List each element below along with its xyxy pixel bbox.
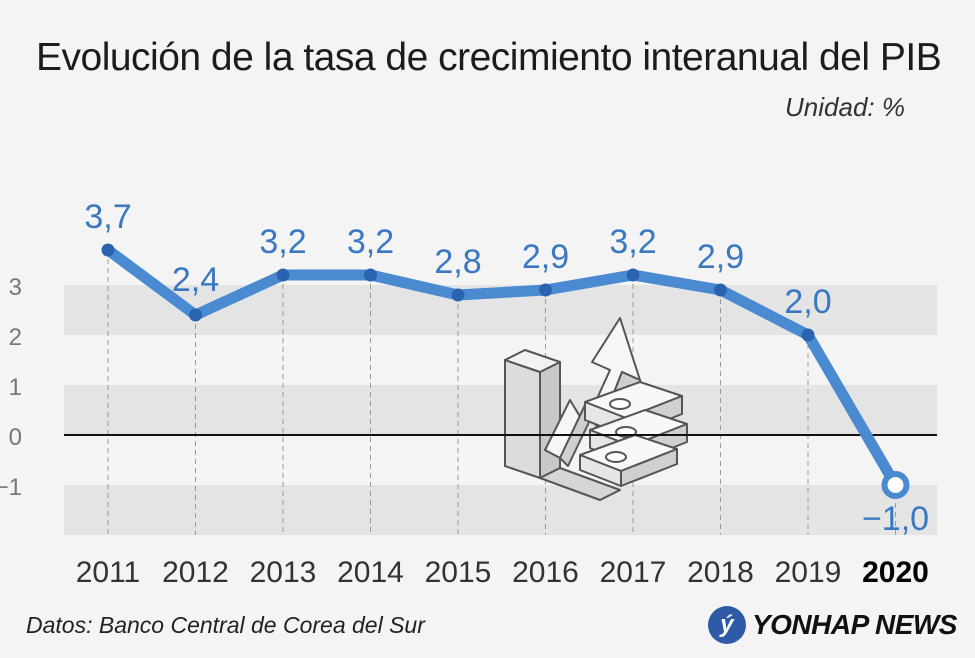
data-label: 2,9 xyxy=(522,238,569,276)
data-points xyxy=(101,243,910,499)
data-label: 3,2 xyxy=(609,223,656,261)
data-labels: 3,7 2,4 3,2 3,2 2,8 2,9 3,2 2,9 2,0 −1,0 xyxy=(84,198,929,538)
data-label: 2,9 xyxy=(697,238,744,276)
y-tick-label: 0 xyxy=(9,424,22,451)
x-tick-label: 2017 xyxy=(600,556,667,589)
line-chart: 3 2 1 0 −1 3,7 2,4 3,2 3,2 2,8 2,9 3,2 2,9 2,0 −1,0 2… xyxy=(0,198,937,589)
x-tick-label: 2012 xyxy=(162,556,229,589)
data-point xyxy=(276,268,290,282)
x-tick-label: 2018 xyxy=(687,556,754,589)
data-label: 3,2 xyxy=(259,223,306,261)
data-point xyxy=(801,328,815,342)
x-tick-label: 2013 xyxy=(250,556,317,589)
data-point xyxy=(101,243,115,257)
data-point xyxy=(539,283,552,297)
chart-title: Evolución de la tasa de crecimiento inte… xyxy=(36,36,942,79)
data-label: 3,2 xyxy=(347,223,394,261)
x-tick-label: 2020 xyxy=(862,556,929,589)
data-point xyxy=(714,283,727,297)
grid-band xyxy=(64,485,937,535)
x-tick-label: 2015 xyxy=(425,556,492,589)
data-point xyxy=(189,308,202,322)
x-axis-ticks: 2011 2012 2013 2014 2015 2016 2017 2018 2019 2020 xyxy=(76,556,929,589)
series-line xyxy=(102,244,901,491)
x-tick-label: 2014 xyxy=(337,556,404,589)
growth-illustration-icon xyxy=(504,317,688,501)
grid-band xyxy=(64,385,937,435)
source-note: Datos: Banco Central de Corea del Sur xyxy=(26,612,425,638)
unit-label: Unidad: % xyxy=(785,92,905,122)
data-point xyxy=(626,268,640,282)
y-axis-ticks: 3 2 1 0 −1 xyxy=(0,274,22,501)
x-tick-label: 2016 xyxy=(512,556,579,589)
grid-bands xyxy=(64,285,937,535)
y-tick-label: 2 xyxy=(9,324,22,351)
data-label: 2,0 xyxy=(784,283,831,321)
data-label: 3,7 xyxy=(84,198,131,236)
x-tick-label: 2019 xyxy=(775,556,842,589)
data-label: −1,0 xyxy=(862,500,929,538)
data-point xyxy=(451,288,465,302)
y-tick-label: −1 xyxy=(0,474,22,501)
yonhap-logo-icon: ý xyxy=(707,606,746,644)
data-point xyxy=(364,268,377,282)
data-label: 2,8 xyxy=(434,243,481,281)
brand: ý YONHAP NEWS xyxy=(707,606,958,644)
data-point-highlight xyxy=(881,471,910,499)
y-tick-label: 3 xyxy=(9,274,22,301)
y-tick-label: 1 xyxy=(9,374,22,401)
data-label: 2,4 xyxy=(172,261,219,299)
brand-name: YONHAP NEWS xyxy=(751,609,958,640)
x-tick-label: 2011 xyxy=(76,556,141,589)
